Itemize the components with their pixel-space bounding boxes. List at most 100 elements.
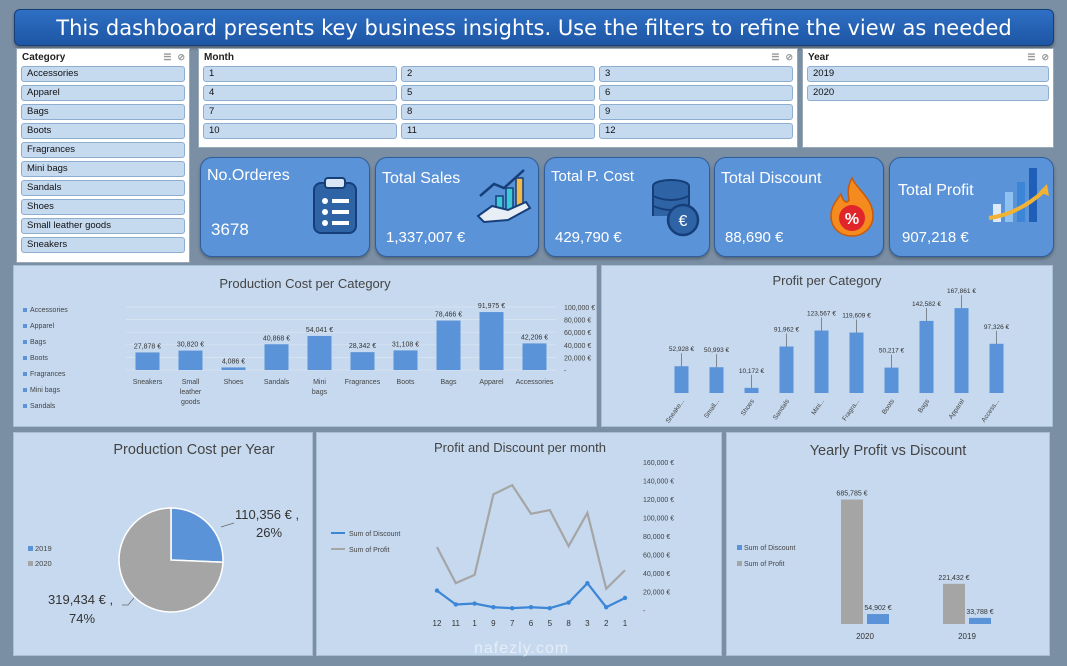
category-item-boots[interactable]: Boots xyxy=(21,123,185,139)
x-tick-label: goods xyxy=(181,399,201,406)
month-item-11[interactable]: 11 xyxy=(401,123,595,139)
series-point xyxy=(510,605,515,611)
pie-slice xyxy=(170,507,224,563)
bar xyxy=(393,350,418,370)
month-item-7[interactable]: 7 xyxy=(203,104,397,120)
x-tick-label: Shoes xyxy=(224,379,244,386)
clear-filter-icon[interactable]: ⊘ xyxy=(785,52,793,62)
clear-filter-icon[interactable]: ⊘ xyxy=(177,52,185,62)
x-tick-label: Sneake... xyxy=(665,398,687,425)
legend-marker xyxy=(23,308,27,312)
kpi-sales-card: Total Sales 1,337,007 € xyxy=(375,157,539,257)
month-item-10[interactable]: 10 xyxy=(203,123,397,139)
legend-marker xyxy=(28,546,33,551)
x-tick-label: Accessories xyxy=(516,379,554,386)
month-item-12[interactable]: 12 xyxy=(599,123,793,139)
kpi-title: Total P. Cost xyxy=(551,168,635,185)
year-item-2019[interactable]: 2019 xyxy=(807,66,1049,82)
month-item-5[interactable]: 5 xyxy=(401,85,595,101)
x-tick-label: 3 xyxy=(585,619,590,628)
x-tick-label: 2 xyxy=(604,619,609,628)
kpi-discount-card: Total Discount 88,690 € % xyxy=(714,157,884,257)
legend-label: Bags xyxy=(30,339,46,346)
series-point xyxy=(528,605,534,610)
category-item-sneakers[interactable]: Sneakers xyxy=(21,237,185,253)
x-tick-label: Shoes xyxy=(740,398,757,418)
month-item-1[interactable]: 1 xyxy=(203,66,397,82)
month-item-3[interactable]: 3 xyxy=(599,66,793,82)
legend-marker xyxy=(737,561,742,566)
data-label: 42,206 € xyxy=(521,334,548,341)
kpi-cost-card: Total P. Cost 429,790 € € xyxy=(544,157,710,257)
dashboard-banner: This dashboard presents key business ins… xyxy=(14,9,1054,46)
legend-marker xyxy=(23,340,27,344)
x-tick-label: 2020 xyxy=(856,632,874,641)
category-item-mini-bags[interactable]: Mini bags xyxy=(21,161,185,177)
data-label: 74% xyxy=(69,611,95,626)
month-item-2[interactable]: 2 xyxy=(401,66,595,82)
data-label: 91,975 € xyxy=(478,303,505,310)
profit-discount-month-chart: 160,000 €140,000 €120,000 €100,000 €80,0… xyxy=(331,460,674,628)
x-tick-label: 11 xyxy=(452,619,461,628)
data-label: 685,785 € xyxy=(836,491,867,498)
x-tick-label: Sandals xyxy=(264,379,290,386)
y-tick-label: 40,000 € xyxy=(643,571,670,578)
x-tick-label: Fragra... xyxy=(841,398,861,422)
y-tick-label: 120,000 € xyxy=(643,497,674,504)
y-tick-label: 100,000 € xyxy=(643,516,674,523)
category-item-shoes[interactable]: Shoes xyxy=(21,199,185,215)
year-item-2020[interactable]: 2020 xyxy=(807,85,1049,101)
category-item-bags[interactable]: Bags xyxy=(21,104,185,120)
y-tick-label: 80,000 € xyxy=(564,318,591,325)
kpi-value: 429,790 € xyxy=(555,229,622,246)
category-item-accessories[interactable]: Accessories xyxy=(21,66,185,82)
category-item-small-leather-goods[interactable]: Small leather goods xyxy=(21,218,185,234)
legend-label: Sum of Profit xyxy=(349,547,390,554)
kpi-orders-card: No.Orderes 3678 xyxy=(200,157,370,257)
data-label: 78,466 € xyxy=(435,312,462,319)
data-label: 50,217 € xyxy=(879,348,905,355)
data-label: 4,086 € xyxy=(222,358,245,365)
data-label: 110,356 € , xyxy=(235,507,299,522)
year-slicer-header: Year ☰ ⊘ xyxy=(803,49,1053,65)
bar xyxy=(919,320,934,393)
chart-title: Profit per Category xyxy=(772,273,882,288)
x-tick-label: Small xyxy=(182,379,200,386)
category-item-sandals[interactable]: Sandals xyxy=(21,180,185,196)
leader-line xyxy=(220,522,235,528)
multi-select-icon[interactable]: ☰ xyxy=(1027,52,1036,62)
month-item-4[interactable]: 4 xyxy=(203,85,397,101)
multi-select-icon[interactable]: ☰ xyxy=(163,52,172,62)
data-label: 97,326 € xyxy=(984,324,1010,331)
series-point xyxy=(434,588,440,593)
legend-marker xyxy=(23,324,27,328)
clear-filter-icon[interactable]: ⊘ xyxy=(1041,52,1049,62)
category-item-apparel[interactable]: Apparel xyxy=(21,85,185,101)
bar xyxy=(522,343,547,370)
x-tick-label: Access... xyxy=(980,398,1001,424)
prod-cost-year-panel: Production Cost per Year 2019 2020 110,356… xyxy=(13,432,313,656)
x-tick-label: Boots xyxy=(881,398,897,416)
category-item-fragrances[interactable]: Fragrances xyxy=(21,142,185,158)
data-label: 54,041 € xyxy=(306,327,333,334)
profit-category-chart: 52,928 € Sneake... 50,993 € Small... 10,172 … xyxy=(665,288,1010,425)
data-label: 167,861 € xyxy=(947,288,976,295)
legend-label: 2019 xyxy=(35,544,52,553)
month-item-6[interactable]: 6 xyxy=(599,85,793,101)
bar xyxy=(709,367,724,393)
y-tick-label: 40,000 € xyxy=(564,343,591,350)
category-list: Accessories Apparel Bags Boots Fragrances Min… xyxy=(17,65,189,254)
month-item-9[interactable]: 9 xyxy=(599,104,793,120)
data-label: 221,432 € xyxy=(938,575,969,582)
series-line xyxy=(436,483,626,591)
series-point xyxy=(472,601,477,606)
bar xyxy=(135,352,160,370)
month-item-8[interactable]: 8 xyxy=(401,104,595,120)
bar xyxy=(867,614,889,624)
series-point xyxy=(547,605,552,611)
month-slicer: Month ☰ ⊘ 1 2 3 4 5 6 7 8 9 10 11 12 xyxy=(198,48,798,148)
bar xyxy=(849,332,864,393)
month-slicer-title: Month xyxy=(204,52,234,63)
multi-select-icon[interactable]: ☰ xyxy=(771,52,780,62)
category-slicer-header: Category ☰ ⊘ xyxy=(17,49,189,65)
